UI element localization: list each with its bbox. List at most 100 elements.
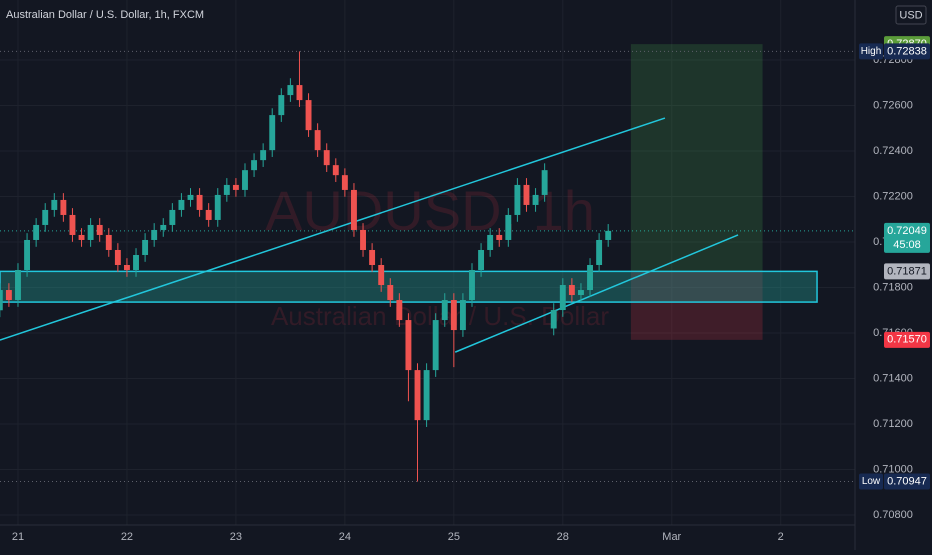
candle-body bbox=[469, 270, 475, 301]
candle-body bbox=[532, 194, 539, 205]
candle-body bbox=[596, 239, 603, 266]
x-tick-label: Mar bbox=[662, 531, 681, 543]
candle-body bbox=[305, 100, 312, 131]
candle-body bbox=[5, 290, 12, 301]
candles bbox=[0, 51, 612, 482]
candle-body bbox=[360, 229, 366, 250]
x-tick-label: 22 bbox=[121, 531, 133, 543]
candle-body bbox=[24, 239, 31, 271]
candle-body bbox=[450, 300, 457, 331]
candle-body bbox=[396, 300, 403, 321]
loss-zone bbox=[630, 271, 763, 340]
candle-body bbox=[405, 320, 412, 371]
candle-body bbox=[578, 290, 584, 296]
candle-body bbox=[287, 85, 294, 96]
support-zone bbox=[0, 270, 818, 303]
candle-body bbox=[487, 234, 494, 250]
candle-body bbox=[15, 270, 21, 301]
high-tag-label: 0.72838 bbox=[887, 45, 927, 57]
candle-body bbox=[587, 265, 593, 291]
x-tick-label: 23 bbox=[230, 531, 242, 543]
candle-body bbox=[568, 285, 575, 296]
candle-body bbox=[496, 234, 503, 240]
candle-body bbox=[314, 130, 321, 151]
currency[interactable]: USD bbox=[899, 9, 922, 21]
candle-body bbox=[0, 290, 3, 311]
y-tick-label: 0.71000 bbox=[873, 463, 913, 475]
candle-body bbox=[269, 115, 276, 151]
entry-tag-box bbox=[884, 263, 930, 280]
low-name-box bbox=[859, 473, 883, 490]
candle-body bbox=[205, 209, 212, 220]
candle-body bbox=[87, 224, 94, 240]
candle-body bbox=[178, 199, 185, 210]
candle-body bbox=[96, 224, 103, 235]
axes: 0.708000.710000.712000.714000.716000.718… bbox=[12, 36, 930, 543]
candle-body bbox=[69, 214, 76, 235]
candle-body bbox=[350, 189, 357, 230]
candle-body bbox=[242, 170, 248, 190]
y-tick-label: 0.72200 bbox=[873, 190, 913, 202]
high-tag-box bbox=[884, 43, 930, 60]
candle-body bbox=[51, 199, 58, 210]
candle-body bbox=[378, 265, 385, 286]
trendline bbox=[454, 234, 739, 353]
candle-body bbox=[278, 95, 285, 116]
y-tick-label: 0.70800 bbox=[873, 509, 913, 521]
candle-body bbox=[387, 285, 394, 301]
x-tick-label: 25 bbox=[448, 531, 460, 543]
stop-tag-box bbox=[884, 331, 930, 348]
countdown: 45:08 bbox=[893, 239, 921, 251]
y-tick-label: 0.71800 bbox=[873, 281, 913, 293]
candle-body bbox=[251, 160, 258, 171]
candle-body bbox=[550, 310, 557, 329]
candle-body bbox=[42, 209, 49, 225]
candle-body bbox=[323, 150, 330, 166]
currency-box[interactable] bbox=[895, 5, 927, 25]
y-tick-label: 0.72400 bbox=[873, 145, 913, 157]
trendline bbox=[0, 117, 666, 341]
candle-body bbox=[142, 239, 149, 255]
candle-body bbox=[332, 165, 339, 176]
candle-body bbox=[605, 230, 612, 240]
low-tag-label: 0.70947 bbox=[887, 475, 927, 487]
candle-body bbox=[514, 184, 521, 215]
last-price-tag-label: 0.72049 bbox=[887, 225, 927, 237]
candle-body bbox=[123, 265, 130, 271]
candle-body bbox=[505, 214, 512, 240]
candle-body bbox=[559, 285, 566, 311]
x-tick-label: 28 bbox=[557, 531, 569, 543]
candle-body bbox=[33, 224, 40, 240]
candle-body bbox=[160, 224, 167, 230]
candle-body bbox=[133, 254, 139, 271]
candle-body bbox=[151, 229, 158, 240]
profit-zone bbox=[630, 44, 763, 272]
x-tick-label: 21 bbox=[12, 531, 24, 543]
candle-body bbox=[441, 300, 448, 321]
candle-body bbox=[105, 234, 112, 250]
x-tick-label: 24 bbox=[339, 531, 351, 543]
drawings bbox=[0, 44, 855, 483]
low-name: Low bbox=[862, 476, 881, 487]
high-name: High bbox=[861, 46, 882, 57]
candle-body bbox=[169, 209, 176, 225]
candle-body bbox=[260, 150, 267, 161]
candle-body bbox=[232, 184, 239, 190]
stop-tag-label: 0.71570 bbox=[887, 334, 927, 346]
candle-body bbox=[369, 249, 376, 266]
candle-body bbox=[114, 249, 121, 266]
candle-body bbox=[196, 194, 203, 210]
candle-body bbox=[214, 194, 221, 220]
candle-body bbox=[60, 199, 67, 215]
watermark-subtitle: Australian Dollar / U.S. Dollar bbox=[271, 301, 609, 331]
candle-body bbox=[523, 184, 530, 205]
y-tick-label: 0.71200 bbox=[873, 418, 913, 430]
candle-body bbox=[459, 300, 466, 331]
candle-body bbox=[423, 370, 430, 421]
candle-body bbox=[78, 234, 85, 240]
high-name-box bbox=[859, 43, 883, 60]
low-tag-box bbox=[884, 473, 930, 490]
grid bbox=[0, 0, 855, 525]
